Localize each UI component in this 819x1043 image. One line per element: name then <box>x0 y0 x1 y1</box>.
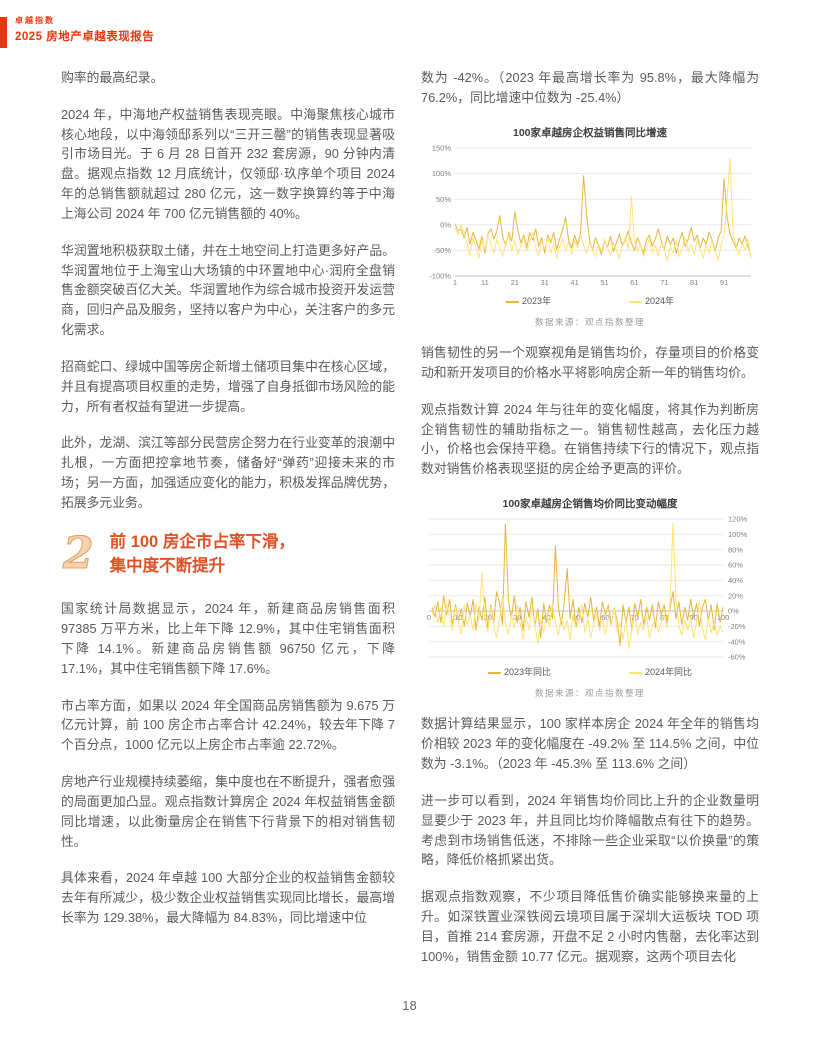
svg-text:120%: 120% <box>728 515 748 524</box>
svg-text:100%: 100% <box>728 530 748 539</box>
svg-text:10: 10 <box>454 613 462 622</box>
svg-text:0%: 0% <box>728 607 739 616</box>
chart-title: 100家卓越房企权益销售同比增速 <box>512 126 668 139</box>
paragraph: 具体来看，2024 年卓越 100 大部分企业的权益销售金额较去年有所减少，极少… <box>61 870 395 925</box>
svg-text:-20%: -20% <box>728 622 746 631</box>
svg-text:30: 30 <box>513 613 521 622</box>
section-heading-block: 2 前 100 房企市占率下滑， 集中度不断提升 <box>62 527 395 580</box>
section-number: 2 <box>62 527 94 579</box>
paragraph: 华润置地积极获取土储，并在土地空间上打造更多好产品。华润置地位于上海宝山大场镇的… <box>61 242 395 338</box>
legend-item: 2024年同比 <box>629 666 692 680</box>
paragraph: 据观点指数观察，不少项目降低售价确实能够换来量的上升。如深铁置业深铁阅云境项目属… <box>421 889 759 964</box>
svg-text:61: 61 <box>630 278 638 287</box>
legend-item: 2024年 <box>629 295 674 309</box>
header-accent-bar <box>0 17 7 48</box>
svg-text:71: 71 <box>660 278 668 287</box>
legend-line-swatch <box>505 300 519 303</box>
paragraph: 市占率方面，如果以 2024 年全国商品房销售额为 9.675 万亿元计算，前 … <box>61 697 395 753</box>
svg-text:50: 50 <box>572 613 580 622</box>
svg-text:91: 91 <box>720 278 728 287</box>
paragraph: 此外，龙湖、滨江等部分民营房企努力在行业变革的浪潮中扎根，一方面把控拿地节奏，储… <box>61 435 395 510</box>
svg-text:150%: 150% <box>432 144 452 153</box>
svg-text:41: 41 <box>570 278 578 287</box>
svg-text:20%: 20% <box>728 592 743 601</box>
legend-line-swatch <box>629 672 642 675</box>
svg-text:80%: 80% <box>728 546 743 555</box>
svg-text:-40%: -40% <box>728 638 746 647</box>
paragraph: 销售韧性的另一个观察视角是销售均价，存量项目的价格变动和新开发项目的价格水平将影… <box>421 345 759 380</box>
svg-text:21: 21 <box>511 278 519 287</box>
page-number: 18 <box>402 998 417 1013</box>
paragraph: 数据计算结果显示，100 家样本房企 2024 年全年的销售均价相较 2023 … <box>421 716 759 772</box>
svg-text:-50%: -50% <box>433 246 451 255</box>
svg-text:100%: 100% <box>432 169 452 178</box>
chart-avg-price-change: 100家卓越房企销售均价同比变动幅度 120% 100% 80% 60% 40% 20% 0… <box>421 496 759 700</box>
svg-text:81: 81 <box>690 278 698 287</box>
legend-label: 2024年 <box>645 295 675 306</box>
chart-source: 数据来源：观点指数整理 <box>534 688 645 699</box>
svg-text:40%: 40% <box>728 576 743 585</box>
svg-text:20: 20 <box>484 613 492 622</box>
paragraph: 进一步可以看到，2024 年销售均价同比上升的企业数量明显要少于 2023 年，… <box>421 792 759 868</box>
left-column: 购率的最高纪录。 2024 年，中海地产权益销售表现亮眼。中海聚焦核心城市核心地… <box>61 68 395 945</box>
line-chart-plot: 150%100%50%0%-50%-100%1 11 21 31 41 51 61 71 81 9… <box>429 144 752 287</box>
paragraph: 购率的最高纪录。 <box>61 70 164 85</box>
svg-text:60: 60 <box>601 613 609 622</box>
section-heading-line1: 前 100 房企市占率下滑， <box>109 532 295 551</box>
paragraph: 招商蛇口、绿城中国等房企新增土储项目集中在核心区域，并且有提高项目权重的走势，增… <box>61 358 395 414</box>
paragraph: 观点指数计算 2024 年与往年的变化幅度，将其作为判断房企销售韧性的辅助指标之… <box>421 401 759 477</box>
svg-text:80: 80 <box>660 613 668 622</box>
right-column: 数为 -42%。（2023 年最高增长率为 95.8%，最大降幅为 76.2%，… <box>421 68 759 983</box>
legend-item: 2023年 <box>505 295 551 309</box>
chart-title: 100家卓越房企销售均价同比变动幅度 <box>502 498 678 510</box>
chart-legend: 2023年同比 2024年同比 <box>421 666 759 680</box>
report-title: 2025 房地产卓越表现报告 <box>15 31 155 43</box>
section-heading-line2: 集中度不断提升 <box>109 557 226 576</box>
legend-label: 2023年 <box>521 295 551 306</box>
svg-text:60%: 60% <box>728 561 743 570</box>
legend-item: 2023年同比 <box>487 666 551 680</box>
report-header: 卓越指数 2025 房地产卓越表现报告 <box>15 15 154 44</box>
paragraph: 国家统计局数据显示，2024 年，新建商品房销售面积 97385 万平方米，比上… <box>61 601 395 676</box>
legend-line-swatch <box>629 300 642 303</box>
section-heading: 前 100 房企市占率下滑， 集中度不断提升 <box>110 530 295 580</box>
brand-name: 卓越指数 <box>15 16 55 25</box>
legend-label: 2024年同比 <box>645 667 693 678</box>
legend-label: 2023年同比 <box>503 667 551 678</box>
paragraph: 房地产行业规模持续萎缩，集中度也在不断提升，强者愈强的局面更加凸显。观点指数计算… <box>61 774 395 849</box>
svg-text:-60%: -60% <box>728 653 746 662</box>
legend-line-swatch <box>487 672 501 675</box>
chart-legend: 2023年 2024年 <box>421 295 759 309</box>
paragraph: 2024 年，中海地产权益销售表现亮眼。中海聚焦核心城市核心地段，以中海领邸系列… <box>61 106 395 221</box>
svg-text:11: 11 <box>481 278 489 287</box>
paragraph: 数为 -42%。（2023 年最高增长率为 95.8%，最大降幅为 76.2%，… <box>421 70 759 105</box>
svg-text:0%: 0% <box>440 220 451 229</box>
svg-text:100: 100 <box>717 613 730 622</box>
svg-text:-100%: -100% <box>429 272 451 281</box>
svg-text:50%: 50% <box>436 195 451 204</box>
line-chart-plot: 120% 100% 80% 60% 40% 20% 0% -20% -40% -60% 0 10 20 3… <box>427 515 748 662</box>
chart-equity-sales-growth: 100家卓越房企权益销售同比增速 150% 100% 50% 0% -50% -100% 1… <box>421 125 759 329</box>
chart-source: 数据来源：观点指数整理 <box>534 316 645 327</box>
svg-text:0: 0 <box>427 613 431 622</box>
svg-text:31: 31 <box>541 278 549 287</box>
svg-text:51: 51 <box>600 278 608 287</box>
svg-text:1: 1 <box>453 278 457 287</box>
